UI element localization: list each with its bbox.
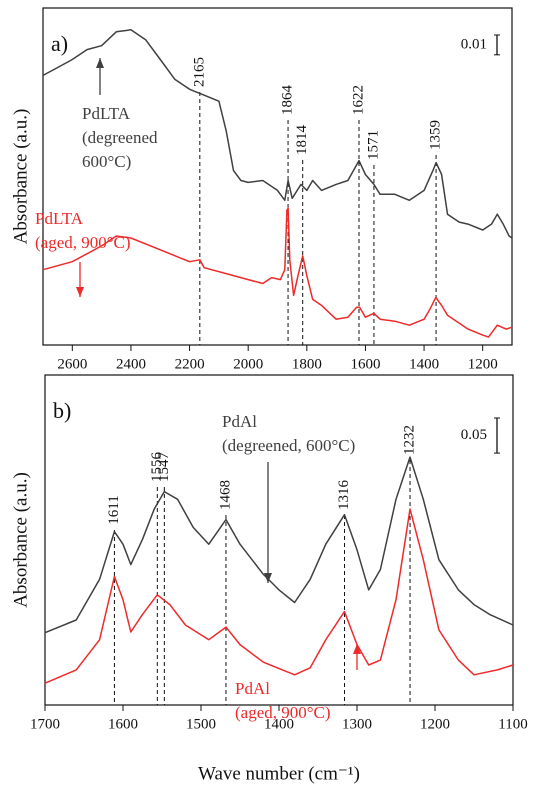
x-tick-label: 1400 bbox=[409, 356, 439, 372]
peak-label: 1611 bbox=[106, 495, 122, 524]
x-tick-label: 1500 bbox=[186, 716, 216, 732]
peak-label: 1814 bbox=[294, 125, 310, 156]
peak-label: 1316 bbox=[336, 480, 352, 511]
x-tick-label: 1200 bbox=[468, 356, 498, 372]
x-tick-label: 1700 bbox=[30, 716, 60, 732]
arrow-head bbox=[76, 287, 84, 297]
plot-frame bbox=[42, 7, 513, 346]
x-tick-label: 1400 bbox=[264, 716, 294, 732]
peak-label: 1556 bbox=[149, 452, 165, 483]
series-annotation: PdAl bbox=[222, 412, 257, 431]
x-tick-label: 1300 bbox=[342, 716, 372, 732]
spectrum-line bbox=[44, 456, 514, 634]
series-annotation: PdLTA bbox=[35, 209, 84, 228]
series-annotation: PdAl bbox=[235, 679, 270, 698]
x-tick-label: 2600 bbox=[57, 356, 87, 372]
arrow-head bbox=[353, 644, 361, 654]
y-axis-label: Absorbance (a.u.) bbox=[10, 109, 31, 245]
x-tick-label: 2000 bbox=[233, 356, 263, 372]
x-tick-label: 1100 bbox=[498, 716, 527, 732]
spectrum-line bbox=[42, 29, 513, 239]
peak-label: 1571 bbox=[365, 130, 381, 160]
panel-label: b) bbox=[53, 398, 71, 423]
series-annotation: (degreened, 600°C) bbox=[222, 436, 355, 455]
spectrum-line bbox=[42, 207, 513, 338]
peak-label: 1232 bbox=[401, 425, 417, 455]
x-tick-label: 1200 bbox=[420, 716, 450, 732]
arrow-head bbox=[96, 58, 104, 68]
series-annotation: 600°C) bbox=[82, 152, 131, 171]
scale-bar-label: 0.05 bbox=[461, 427, 487, 443]
peak-label: 1359 bbox=[428, 120, 444, 150]
scale-bar-label: 0.01 bbox=[461, 36, 487, 52]
plot-frame bbox=[44, 374, 514, 706]
x-tick-label: 2400 bbox=[116, 356, 146, 372]
y-axis-label: Absorbance (a.u.) bbox=[10, 472, 31, 608]
panel-label: a) bbox=[51, 31, 68, 56]
x-tick-label: 1800 bbox=[292, 356, 322, 372]
series-annotation: (degreened bbox=[82, 128, 158, 147]
series-annotation: PdLTA bbox=[82, 104, 131, 123]
series-annotation: (aged, 900°C) bbox=[235, 703, 331, 722]
x-tick-label: 2200 bbox=[175, 356, 205, 372]
x-axis-label: Wave number (cm⁻¹) bbox=[198, 763, 360, 784]
x-tick-label: 1600 bbox=[350, 356, 380, 372]
peak-label: 1622 bbox=[350, 85, 366, 115]
arrow-head bbox=[264, 573, 272, 583]
peak-label: 1547 bbox=[156, 452, 172, 483]
x-tick-label: 1600 bbox=[108, 716, 138, 732]
series-annotation: (aged, 900°C) bbox=[35, 233, 131, 252]
peak-label: 1468 bbox=[217, 480, 233, 510]
peak-label: 1864 bbox=[279, 85, 295, 116]
peak-label: 2165 bbox=[191, 57, 207, 87]
spectrum-line bbox=[44, 508, 514, 684]
